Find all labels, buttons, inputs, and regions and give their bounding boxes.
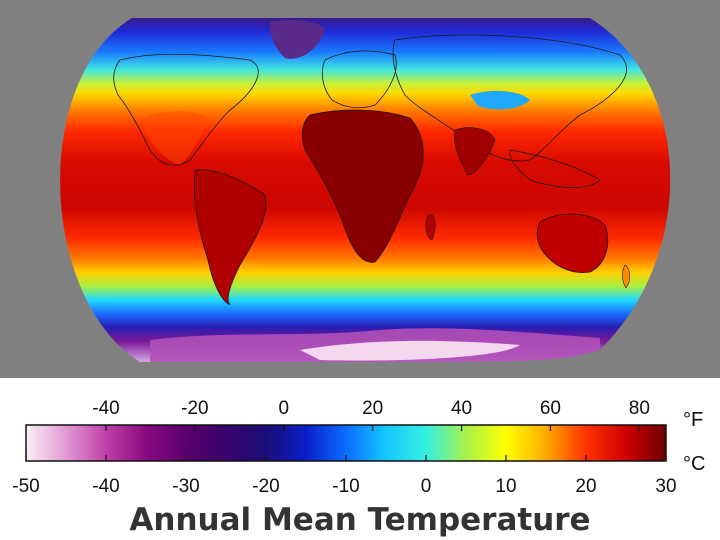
asia-region xyxy=(392,34,627,162)
fahrenheit-tick-label: -20 xyxy=(181,398,208,419)
fahrenheit-tick-label: 40 xyxy=(451,398,472,419)
celsius-tick-label: 10 xyxy=(495,476,516,497)
south-america-region xyxy=(194,169,267,306)
tibet-plateau-cold xyxy=(470,90,530,110)
southeast-asia-region xyxy=(509,149,601,188)
fahrenheit-tick-label: 0 xyxy=(278,398,289,419)
antarctica-interior xyxy=(300,340,520,361)
celsius-tick-label: 20 xyxy=(575,476,596,497)
world-temperature-map xyxy=(60,18,671,362)
north-america-region xyxy=(113,53,259,166)
australia-region xyxy=(536,213,609,273)
celsius-tick-label: 30 xyxy=(655,476,676,497)
fahrenheit-tick-label: 80 xyxy=(629,398,650,419)
madagascar-region xyxy=(425,214,436,241)
fahrenheit-ticks: -40 -20 0 20 40 60 80 xyxy=(92,398,650,431)
india-region xyxy=(454,127,496,176)
celsius-tick-label: -40 xyxy=(92,476,119,497)
north-america-warm xyxy=(140,111,210,165)
celsius-tick-label: 0 xyxy=(421,476,432,497)
chart-title: Annual Mean Temperature xyxy=(129,502,591,538)
celsius-tick-label: -30 xyxy=(172,476,199,497)
celsius-unit-label: °C xyxy=(683,453,705,475)
greenland-region xyxy=(269,20,325,59)
legend-colorbar-svg: -40 -20 0 20 40 60 80 -50 -40 -30 -20 -10 0 10 20 30 °… xyxy=(12,398,705,497)
celsius-ticks: -50 -40 -30 -20 -10 0 10 20 30 xyxy=(12,455,677,497)
fahrenheit-tick-label: 20 xyxy=(362,398,383,419)
fahrenheit-tick-label: -40 xyxy=(92,398,119,419)
fahrenheit-tick-label: 60 xyxy=(540,398,561,419)
map-panel xyxy=(0,0,720,378)
new-zealand-region xyxy=(622,264,630,289)
celsius-tick-label: -10 xyxy=(332,476,359,497)
europe-region xyxy=(321,50,397,109)
celsius-tick-label: -20 xyxy=(252,476,279,497)
africa-region xyxy=(301,109,424,263)
celsius-tick-label: -50 xyxy=(12,476,39,497)
legend: -40 -20 0 20 40 60 80 -50 -40 -30 -20 -10 0 10 20 30 °… xyxy=(0,378,720,540)
fahrenheit-unit-label: °F xyxy=(683,409,703,431)
